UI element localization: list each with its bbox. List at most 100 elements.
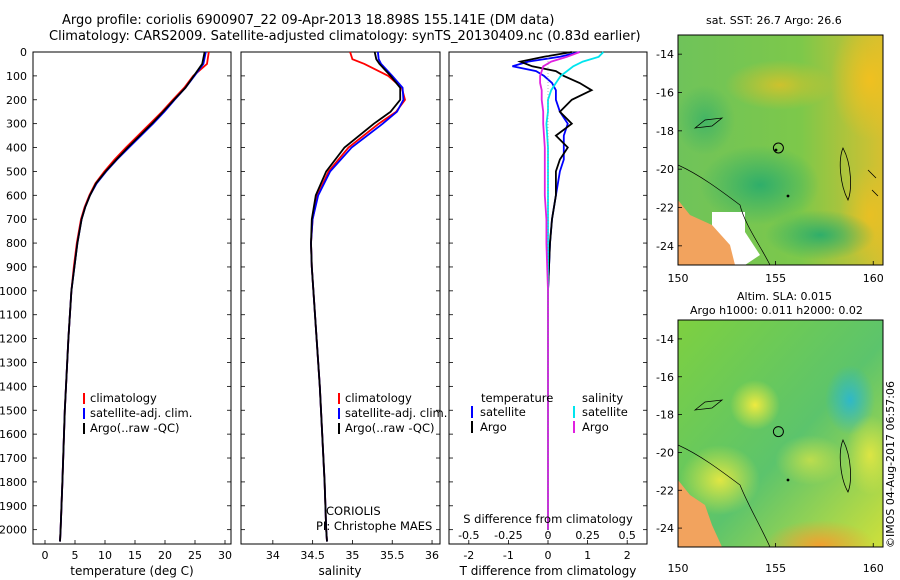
sst-lat-tick-label: -14 [656, 48, 674, 61]
depth-tick-label: 1400 [0, 380, 27, 393]
temperature-x-tick-label: 0 [42, 549, 49, 562]
difference-x2label: S difference from climatology [463, 512, 633, 526]
sla-map [677, 319, 884, 548]
legend-s-satellite-label: satellite [582, 405, 628, 419]
temperature-x-tick-label: 15 [128, 549, 142, 562]
difference-line-salinity-argo [539, 51, 581, 530]
legend-climatology-label: climatology [345, 391, 412, 405]
depth-tick-label: 1100 [0, 309, 27, 322]
salinity-line-climatology [310, 51, 406, 542]
depth-tick-label: 100 [6, 70, 27, 83]
depth-tick-label: 1000 [0, 285, 27, 298]
salinity-legend: climatology satellite-adj. clim. Argo(..… [338, 391, 447, 435]
depth-axis: 0 100 200 300 400 500 600 700 800 900 1000 1100 1200… [0, 46, 647, 537]
sst-lon-tick-label: 155 [765, 272, 786, 285]
sla-lon-tick-label: 160 [863, 562, 884, 575]
sla-map-title-line1: Altim. SLA: 0.015 [737, 290, 833, 303]
difference-line-temperature-argo [517, 51, 594, 530]
depth-tick-label: 200 [6, 94, 27, 107]
depth-tick-label: 0 [20, 46, 27, 59]
sst-lat-tick-label: -16 [656, 87, 674, 100]
difference-x-tick-label: 2 [624, 549, 631, 562]
temperature-line-argo-raw-qc- [59, 51, 206, 542]
depth-tick-label: 700 [6, 213, 27, 226]
sla-lat-tick-label: -22 [656, 484, 674, 497]
salinity-x-tick-label: 35 [345, 549, 359, 562]
sst-map-title: sat. SST: 26.7 Argo: 26.6 [706, 14, 842, 27]
temperature-series [59, 51, 210, 542]
legend-satellite-label: satellite-adj. clim. [345, 406, 447, 420]
sst-lat-tick-label: -24 [656, 240, 674, 253]
sst-lon-tick-label: 150 [668, 272, 689, 285]
depth-tick-label: 1900 [0, 500, 27, 513]
temperature-x-tick-label: 20 [158, 549, 172, 562]
legend-climatology-label: climatology [90, 391, 157, 405]
salinity-xlabel: salinity [318, 564, 361, 578]
depth-tick-label: 1700 [0, 452, 27, 465]
temperature-legend: climatology satellite-adj. clim. Argo(..… [83, 391, 192, 435]
depth-tick-label: 1600 [0, 428, 27, 441]
temperature-x-tick-label: 30 [218, 549, 232, 562]
sla-float-marker [772, 426, 784, 438]
legend-argo-label: Argo(..raw -QC) [90, 421, 180, 435]
salinity-x-tick-label: 34 [266, 549, 280, 562]
legend-argo-label: Argo(..raw -QC) [345, 421, 435, 435]
figure-title-line2: Climatology: CARS2009. Satellite-adjuste… [49, 29, 641, 44]
legend-t-satellite-label: satellite [480, 405, 526, 419]
sst-map [677, 34, 884, 266]
sst-land-australia [678, 200, 735, 265]
temperature-x-tick-label: 10 [98, 549, 112, 562]
legend-salinity-header: salinity [582, 391, 623, 405]
difference-legend: temperature salinity satellite Argo sate… [471, 391, 628, 434]
legend-t-argo-label: Argo [480, 420, 507, 434]
salinity-plot-frame [240, 51, 441, 545]
sla-land-australia [678, 480, 722, 547]
salinity-series [310, 51, 406, 542]
salinity-difference-tick-label: 0.5 [618, 529, 636, 542]
depth-tick-label: 900 [6, 261, 27, 274]
legend-satellite-label: satellite-adj. clim. [90, 406, 192, 420]
sst-float-marker [772, 142, 784, 154]
sst-lat-tick-label: -20 [656, 163, 674, 176]
temperature-plot-frame [32, 51, 232, 545]
salinity-line-argo-raw-qc- [310, 51, 402, 542]
depth-tick-label: 1500 [0, 404, 27, 417]
sla-lat-tick-label: -18 [656, 409, 674, 422]
map-axis-ticks: 150 155 160 -14 -16 -18 -20 -22 -24 150 155 160 -14 -… [656, 48, 884, 575]
depth-tick-label: 500 [6, 165, 27, 178]
sla-lon-tick-label: 150 [668, 562, 689, 575]
sla-lat-tick-label: -16 [656, 371, 674, 384]
difference-line-salinity-satellite [545, 51, 605, 530]
salinity-difference-tick-label: 0 [545, 529, 552, 542]
temperature-line-satellite-adj-clim- [59, 51, 207, 542]
difference-x-tick-label: -2 [463, 549, 474, 562]
depth-tick-label: 1200 [0, 333, 27, 346]
depth-tick-label: 2000 [0, 524, 27, 537]
temperature-x-tick-label: 5 [72, 549, 79, 562]
x-axis-ticks: 0 5 10 15 20 25 30 34 34.5 35 35.5 36 -2 -1 0 1 2 -0.5 -0.… [42, 529, 636, 562]
depth-tick-label: 400 [6, 142, 27, 155]
depth-tick-label: 800 [6, 237, 27, 250]
depth-tick-label: 1800 [0, 476, 27, 489]
legend-temperature-header: temperature [481, 391, 553, 405]
sla-map-title-line2: Argo h1000: 0.011 h2000: 0.02 [690, 304, 863, 317]
salinity-difference-tick-label: -0.5 [458, 529, 479, 542]
salinity-x-tick-label: 36 [425, 549, 439, 562]
salinity-difference-tick-label: 0.25 [575, 529, 600, 542]
legend-s-argo-label: Argo [582, 420, 609, 434]
difference-x-tick-label: -1 [503, 549, 514, 562]
sla-lat-tick-label: -20 [656, 446, 674, 459]
salinity-line-satellite-adj-clim- [310, 51, 405, 542]
difference-x-tick-label: 0 [545, 549, 552, 562]
temperature-x-tick-label: 25 [188, 549, 202, 562]
salinity-x-tick-label: 35.5 [380, 549, 405, 562]
sst-lon-tick-label: 160 [863, 272, 884, 285]
temperature-xlabel: temperature (deg C) [70, 564, 193, 578]
difference-series [512, 51, 605, 544]
salinity-difference-tick-label: -0.25 [494, 529, 522, 542]
operator-annotation: CORIOLIS [326, 504, 381, 518]
sla-lat-tick-label: -14 [656, 333, 674, 346]
temperature-line-climatology [59, 51, 210, 542]
salinity-x-tick-label: 34.5 [300, 549, 325, 562]
